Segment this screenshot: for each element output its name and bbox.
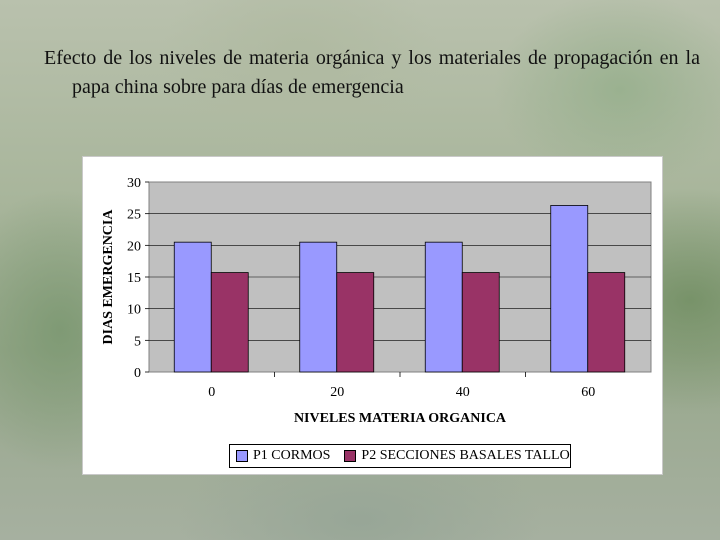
legend-item-p2: P2 SECCIONES BASALES TALLO — [344, 448, 570, 464]
bar-1-20 — [299, 241, 338, 373]
chart-container: 0 5 10 15 20 25 30 0 20 40 60 DIAS EMERGENCIA NIV… — [82, 156, 663, 475]
x-tick-label: 60 — [581, 385, 595, 400]
bar-chart: 0 5 10 15 20 25 30 0 20 40 60 DIAS EMERGENCIA NIV… — [101, 176, 652, 426]
y-tick-label: 30 — [127, 176, 141, 191]
y-tick-label: 0 — [134, 366, 141, 381]
x-axis-ticks: 0 20 40 60 — [208, 372, 595, 400]
x-tick-label: 40 — [456, 385, 470, 400]
bar-2-60 — [587, 272, 626, 373]
y-tick-label: 10 — [127, 303, 141, 318]
x-tick-label: 0 — [208, 385, 215, 400]
bars — [173, 205, 626, 373]
y-tick-label: 15 — [127, 271, 141, 286]
bar-1-0 — [173, 241, 212, 373]
y-tick-label: 20 — [127, 239, 141, 254]
legend-swatch-p1 — [236, 450, 248, 462]
legend-label-p1: P1 CORMOS — [253, 448, 331, 463]
chart-legend: P1 CORMOS P2 SECCIONES BASALES TALLO — [229, 444, 571, 468]
bar-2-0 — [210, 272, 249, 373]
bar-2-20 — [336, 272, 375, 373]
y-tick-label: 5 — [134, 334, 141, 349]
legend-label-p2: P2 SECCIONES BASALES TALLO — [361, 448, 570, 463]
bar-2-40 — [461, 272, 500, 373]
y-axis-label: DIAS EMERGENCIA — [101, 209, 116, 345]
bar-1-60 — [550, 205, 589, 373]
legend-item-p1: P1 CORMOS — [236, 448, 330, 464]
x-axis-label: NIVELES MATERIA ORGANICA — [294, 411, 507, 426]
legend-swatch-p2 — [344, 450, 357, 462]
y-axis-ticks: 0 5 10 15 20 25 30 — [127, 176, 149, 381]
x-tick-label: 20 — [330, 385, 344, 400]
bar-1-40 — [424, 241, 463, 373]
y-tick-label: 25 — [127, 208, 141, 223]
slide-title: Efecto de los niveles de materia orgánic… — [44, 47, 700, 98]
